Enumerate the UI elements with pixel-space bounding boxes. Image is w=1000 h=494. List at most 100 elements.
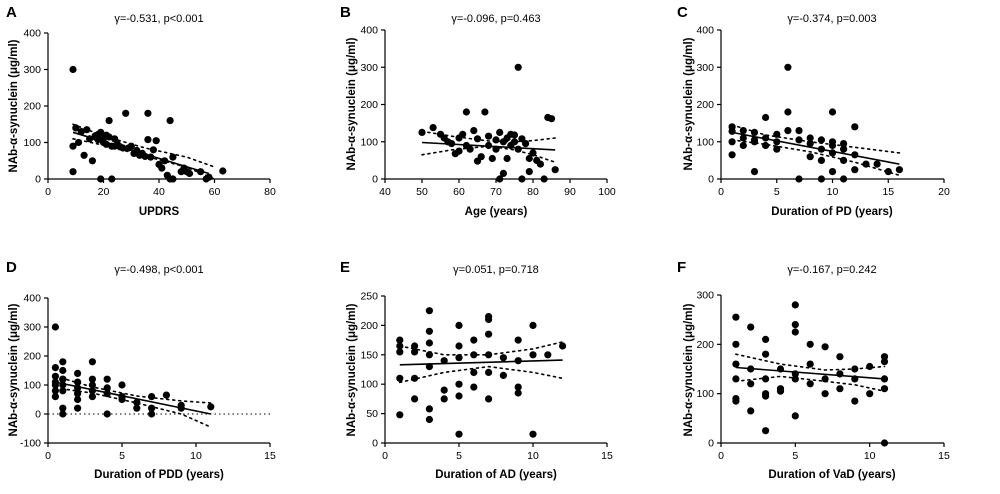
data-point [59,358,67,366]
y-tick-label: 200 [696,99,714,111]
data-point [551,166,559,174]
data-point [836,370,844,378]
y-tick-label: 100 [696,136,714,148]
data-point [207,403,215,411]
data-point [821,343,829,351]
y-tick-label: -100 [20,438,41,450]
y-axis-label: NAb-α-synuclein (μg/ml) [8,39,20,172]
x-tick-label: 0 [718,186,724,198]
data-point [448,140,456,148]
data-point [88,381,96,389]
data-point [103,410,111,418]
panel-f: F γ=-0.167, p=0.242 Duration of VaD (yea… [677,259,950,481]
data-point [72,124,80,132]
data-point [750,128,759,136]
data-point [455,392,463,400]
data-point [470,383,478,391]
data-point [185,169,194,178]
data-point [51,378,60,386]
data-point [784,108,792,116]
x-tick-label: 0 [718,450,724,462]
data-point [103,375,111,383]
stat-annotation: γ=-0.498, p<0.001 [114,264,203,276]
y-tick-label: 200 [696,339,714,351]
data-point [496,175,504,183]
data-point [791,301,799,309]
y-tick-label: 200 [23,351,41,363]
data-point [488,154,496,163]
data-point [429,124,437,132]
data-point [477,153,485,161]
data-point [119,144,127,152]
x-tick-label: 15 [882,186,894,198]
y-axis-label: NAb-α-synuclein (μg/ml) [8,303,20,436]
data-point [88,393,96,401]
data-point [455,354,463,362]
data-point [148,404,156,412]
data-point [396,348,404,356]
data-point [88,375,96,383]
data-point [773,145,781,153]
data-point [158,164,166,172]
panel-d: D γ=-0.498, p<0.001 Duration of PDD (yea… [6,259,276,481]
data-point [485,132,493,140]
data-point [821,390,829,398]
x-tick-label: 40 [379,186,391,198]
x-axis-label: Duration of VaD (years) [768,469,895,481]
data-point [836,385,844,393]
y-tick-label: 400 [23,293,41,305]
data-point [762,141,770,150]
data-point [485,368,493,376]
data-point [762,375,770,383]
data-point [127,142,135,150]
data-point [884,168,892,176]
data-point [97,175,105,183]
x-tick-label: 10 [190,450,202,462]
x-tick-label: 15 [601,450,613,462]
data-point [396,411,404,419]
data-point [149,146,157,154]
data-point [529,430,537,438]
data-point [74,404,82,412]
y-tick-label: 0 [708,174,714,186]
data-point [851,151,859,159]
panel-letter: E [340,259,350,276]
data-point [166,117,174,125]
y-tick-label: 300 [696,62,714,74]
data-point [762,134,770,142]
y-tick-label: 250 [360,291,378,303]
data-point [51,387,60,395]
data-point [481,108,489,116]
data-point [425,405,433,413]
data-point [728,151,736,159]
data-point [103,384,111,392]
data-point [411,342,419,350]
data-point [440,357,448,365]
stat-annotation: γ=-0.531, p<0.001 [114,13,203,25]
data-point [148,393,156,401]
data-point [518,175,526,183]
data-point [795,127,803,135]
data-point [396,336,404,344]
x-tick-label: 15 [264,450,276,462]
x-tick-label: 60 [453,186,465,198]
x-tick-label: 15 [938,450,950,462]
data-point [791,328,799,336]
data-point [74,395,82,404]
data-point [169,175,177,183]
y-tick-label: 0 [708,438,714,450]
data-point [791,370,799,378]
panel-c: C γ=-0.374, p=0.003 Duration of PD (year… [677,4,950,218]
x-tick-label: 10 [527,450,539,462]
y-tick-label: 150 [360,349,378,361]
y-tick-label: 200 [360,320,378,332]
data-point [750,168,759,176]
data-point [773,130,781,138]
data-point [795,175,803,183]
data-point [88,358,96,366]
data-point [791,375,799,383]
data-point [806,140,814,148]
data-point [425,351,433,359]
panel-b: B γ=-0.096, p=0.463 Age (years) NAb-α-sy… [340,4,616,218]
x-tick-label: 5 [774,186,780,198]
